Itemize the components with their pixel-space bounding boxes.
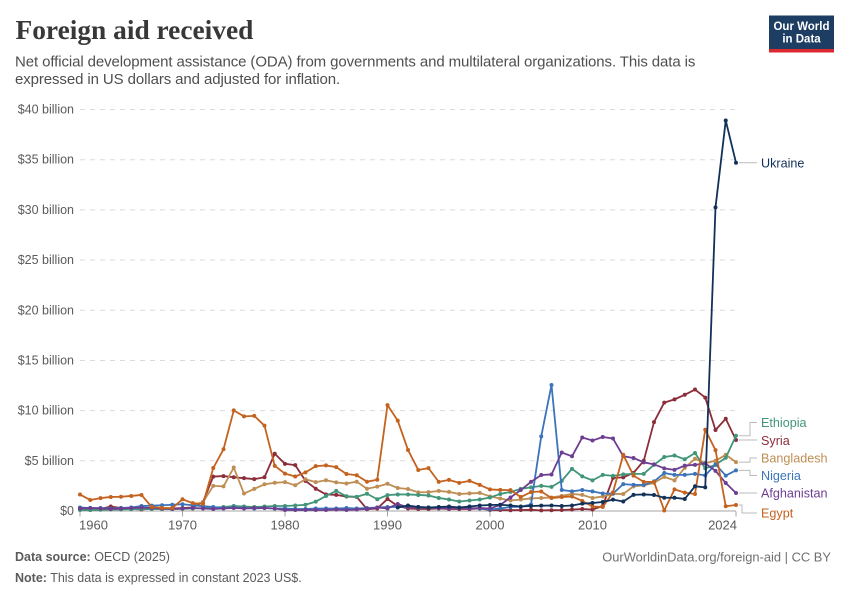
svg-text:Nigeria: Nigeria: [761, 469, 801, 483]
svg-text:Foreign aid received: Foreign aid received: [16, 15, 254, 45]
svg-text:Data source: OECD (2025): Data source: OECD (2025): [15, 550, 170, 564]
svg-text:2024: 2024: [708, 518, 737, 533]
svg-text:Egypt: Egypt: [761, 507, 794, 521]
svg-text:$10 billion: $10 billion: [18, 404, 74, 418]
svg-text:Ukraine: Ukraine: [761, 156, 804, 170]
svg-text:OurWorldinData.org/foreign-aid: OurWorldinData.org/foreign-aid | CC BY: [602, 550, 831, 565]
svg-text:$5 billion: $5 billion: [25, 454, 74, 468]
svg-text:in Data: in Data: [782, 34, 821, 46]
svg-text:2000: 2000: [476, 518, 505, 533]
svg-text:$0: $0: [60, 504, 74, 518]
svg-text:1970: 1970: [168, 518, 197, 533]
svg-text:$35 billion: $35 billion: [18, 153, 74, 167]
svg-text:Afghanistan: Afghanistan: [761, 487, 828, 501]
svg-text:Note: This data is expressed i: Note: This data is expressed in constant…: [15, 571, 302, 585]
svg-text:$20 billion: $20 billion: [18, 303, 74, 317]
svg-text:$15 billion: $15 billion: [18, 353, 74, 367]
svg-text:Ethiopia: Ethiopia: [761, 416, 807, 430]
svg-text:$40 billion: $40 billion: [18, 103, 74, 117]
svg-text:$30 billion: $30 billion: [18, 203, 74, 217]
svg-text:Syria: Syria: [761, 434, 790, 448]
svg-text:Our World: Our World: [773, 21, 829, 33]
svg-text:expressed in US dollars and ad: expressed in US dollars and adjusted for…: [15, 71, 340, 88]
svg-text:1990: 1990: [373, 518, 402, 533]
svg-text:Bangladesh: Bangladesh: [761, 452, 828, 466]
svg-text:$25 billion: $25 billion: [18, 253, 74, 267]
svg-text:1960: 1960: [79, 518, 108, 533]
svg-text:2010: 2010: [578, 518, 607, 533]
svg-text:Net official development assis: Net official development assistance (ODA…: [15, 54, 695, 71]
svg-text:1980: 1980: [271, 518, 300, 533]
